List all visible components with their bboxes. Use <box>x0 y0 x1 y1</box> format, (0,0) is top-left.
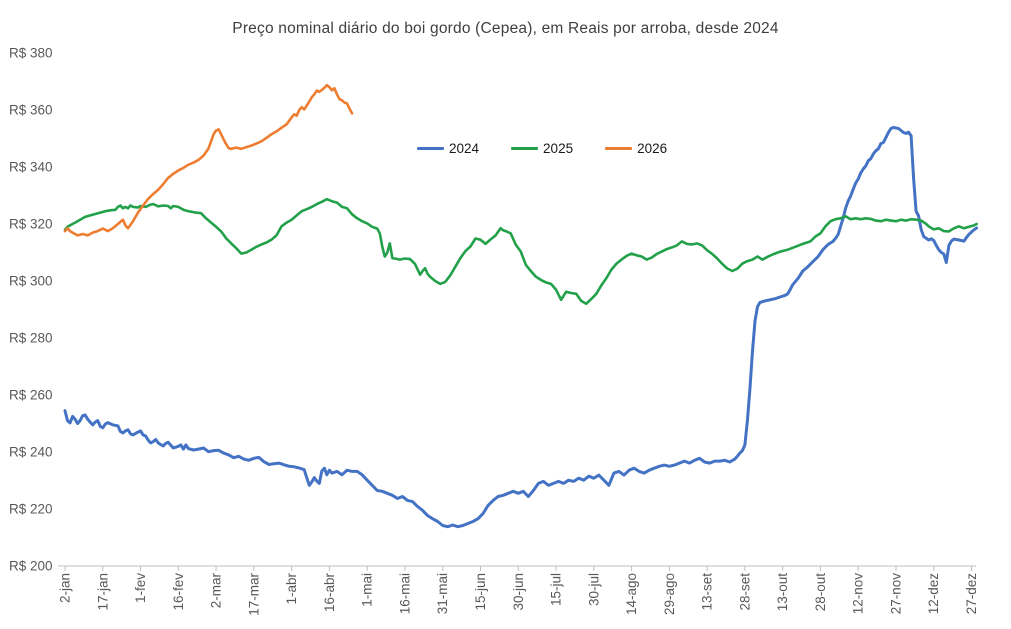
x-axis-label: 1-mai <box>360 573 375 607</box>
x-axis-label: 1-abr <box>284 572 299 604</box>
series-line-2024 <box>63 125 979 529</box>
x-axis-label: 12-dez <box>926 573 941 615</box>
y-axis-label: R$ 340 <box>9 160 53 175</box>
x-axis-label: 16-abr <box>322 573 337 613</box>
x-axis-label: 16-fev <box>171 573 186 611</box>
y-axis-label: R$ 360 <box>9 103 53 118</box>
legend-swatch-2026 <box>605 147 633 150</box>
y-axis-label: R$ 200 <box>9 559 53 574</box>
series-line-2026 <box>63 83 354 237</box>
y-axis-label: R$ 260 <box>9 388 53 403</box>
x-axis-label: 2-jan <box>58 573 73 603</box>
x-axis-label: 13-out <box>775 573 790 612</box>
chart-legend: 2024 2025 2026 <box>417 141 667 156</box>
y-axis-label: R$ 220 <box>9 502 53 517</box>
x-axis-label: 17-mar <box>246 573 261 616</box>
legend-item-2024[interactable]: 2024 <box>417 141 479 156</box>
legend-label: 2026 <box>637 141 668 156</box>
x-axis-label: 31-mai <box>435 573 450 614</box>
chart-title: Preço nominal diário do boi gordo (Cepea… <box>232 20 779 37</box>
y-axis-label: R$ 240 <box>9 445 53 460</box>
legend-label: 2024 <box>449 141 480 156</box>
x-axis-label: 17-jan <box>95 573 110 611</box>
x-axis-label: 2-mar <box>209 573 224 609</box>
y-axis-label: R$ 320 <box>9 217 53 232</box>
x-axis-label: 13-set <box>700 573 715 611</box>
legend-swatch-2024 <box>417 147 444 150</box>
y-axis-label: R$ 380 <box>9 46 53 61</box>
x-axis-label: 16-mai <box>397 573 412 614</box>
x-axis-label: 14-ago <box>624 573 639 615</box>
legend-item-2026[interactable]: 2026 <box>605 141 667 156</box>
y-axis-label: R$ 280 <box>9 331 53 346</box>
x-axis-label: 30-jul <box>586 573 601 606</box>
x-axis-label: 1-fev <box>133 573 148 603</box>
x-axis-label: 12-nov <box>851 573 866 615</box>
x-axis-label: 27-dez <box>964 573 979 615</box>
legend-label: 2025 <box>543 141 574 156</box>
x-axis-label: 28-out <box>813 573 828 612</box>
x-axis-label: 15-jul <box>549 573 564 606</box>
x-axis-label: 27-nov <box>888 573 903 615</box>
x-axis-label: 29-ago <box>662 573 677 615</box>
x-axis-label: 15-jun <box>473 573 488 611</box>
series-line-2025 <box>63 197 978 306</box>
x-axis-label: 30-jun <box>511 573 526 611</box>
y-axis-label: R$ 300 <box>9 274 53 289</box>
legend-item-2025[interactable]: 2025 <box>511 141 573 156</box>
x-axis-label: 28-set <box>737 573 752 611</box>
legend-swatch-2025 <box>511 147 539 150</box>
